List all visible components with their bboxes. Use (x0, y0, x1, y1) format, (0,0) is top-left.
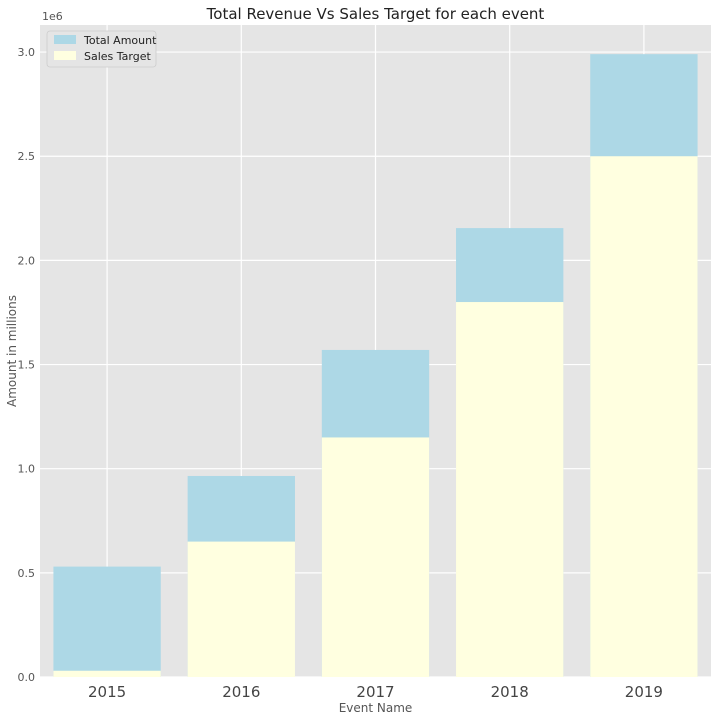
bar-sales-target-2016 (187, 541, 295, 677)
x-tick-label: 2016 (222, 683, 260, 701)
chart-title: Total Revenue Vs Sales Target for each e… (206, 5, 545, 23)
x-tick-label: 2019 (625, 683, 663, 701)
bar-sales-target-2018 (456, 302, 564, 677)
y-tick-label: 2.5 (18, 150, 36, 163)
x-tick-label: 2017 (356, 683, 394, 701)
y-tick-label: 0.0 (18, 671, 36, 684)
x-tick-label: 2018 (491, 683, 529, 701)
y-tick-label: 2.0 (18, 254, 36, 267)
y-tick-label: 3.0 (18, 46, 36, 59)
x-axis-label: Event Name (339, 701, 413, 715)
y-tick-label: 1.0 (18, 463, 36, 476)
y-axis-offset-label: 1e6 (42, 10, 63, 23)
bar-sales-target-2017 (321, 437, 430, 677)
legend-label: Total Amount (83, 34, 157, 47)
y-tick-label: 1.5 (18, 359, 36, 372)
x-tick-label: 2015 (88, 683, 126, 701)
bar-sales-target-2015 (53, 670, 161, 677)
legend-swatch (54, 35, 76, 44)
x-axis-ticks: 2015 2016 2017 2018 2019 (88, 683, 663, 701)
legend-label: Sales Target (84, 50, 151, 63)
y-axis-ticks: 0.0 0.5 1.0 1.5 2.0 2.5 3.0 (18, 46, 36, 684)
y-tick-label: 0.5 (18, 567, 36, 580)
bars (53, 54, 698, 678)
bar-sales-target-2019 (590, 156, 698, 678)
legend: Total Amount Sales Target (46, 30, 157, 68)
legend-swatch (54, 51, 76, 60)
bar-total-amount-2015 (53, 566, 161, 677)
y-axis-label: Amount in millions (5, 295, 19, 407)
